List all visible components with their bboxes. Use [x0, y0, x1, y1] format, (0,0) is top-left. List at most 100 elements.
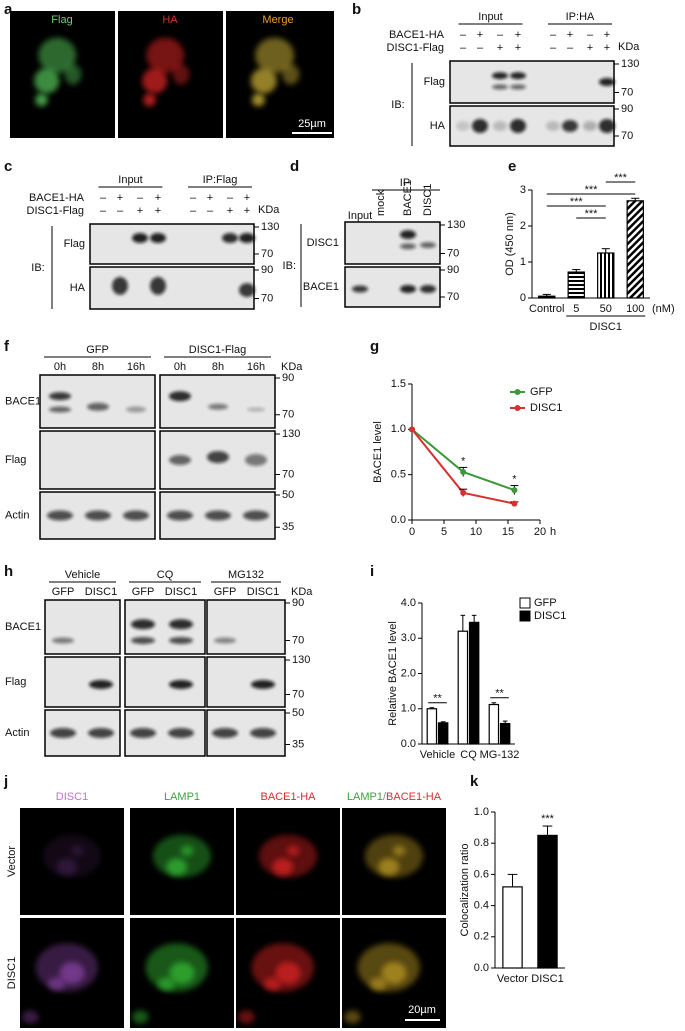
- sign: –: [207, 205, 214, 217]
- cell-signal: [272, 858, 294, 876]
- micrograph: [118, 11, 223, 138]
- sign: –: [497, 29, 504, 41]
- panel-label: g: [370, 338, 379, 355]
- blot-band: [510, 72, 526, 80]
- merge-part: /: [383, 791, 387, 803]
- blot-band: [562, 120, 578, 132]
- y-tick-label: 0: [520, 292, 526, 304]
- cell-signal: [275, 962, 301, 984]
- scale-bar-label: 20µm: [408, 1004, 436, 1016]
- sign: +: [567, 29, 573, 41]
- x-tick-label: 15: [502, 526, 514, 538]
- series-marker: [460, 489, 467, 496]
- group-label: DISC1-Flag: [189, 344, 246, 356]
- blot-band: [167, 510, 193, 521]
- blot-frame: [39, 374, 156, 429]
- row-label: Flag: [424, 76, 445, 88]
- sign: +: [515, 29, 521, 41]
- micrograph: [226, 11, 334, 138]
- sign: –: [477, 42, 484, 54]
- cell-signal: [255, 37, 295, 74]
- blot-frame: [206, 599, 286, 655]
- lane-label: GFP: [214, 586, 237, 598]
- sign: –: [227, 192, 234, 204]
- legend-swatch: [519, 597, 531, 609]
- series-marker: [460, 468, 467, 475]
- lane-label: 0h: [54, 361, 66, 373]
- sign: +: [477, 29, 483, 41]
- lane-label: 8h: [212, 361, 224, 373]
- cell-signal: [251, 93, 265, 107]
- blot-background: [40, 375, 155, 428]
- row-label: Vector: [6, 846, 18, 878]
- marker-label: 130: [621, 58, 639, 70]
- blot-background: [207, 600, 285, 654]
- group-label: IP:Flag: [203, 174, 238, 186]
- blot-band: [420, 285, 436, 293]
- row-label: Flag: [5, 676, 26, 688]
- sign: +: [117, 192, 123, 204]
- sign: –: [190, 205, 197, 217]
- significance-label: ***: [541, 813, 555, 825]
- marker-label: 130: [282, 428, 300, 440]
- row-label: BACE1: [5, 395, 41, 407]
- bar: [537, 834, 558, 969]
- blot-frame: [449, 105, 615, 147]
- blot-frame: [124, 656, 206, 708]
- legend-label: DISC1: [534, 610, 566, 622]
- bar: [499, 722, 511, 745]
- row-label: DISC1: [307, 237, 339, 249]
- panel-label: e: [508, 158, 516, 175]
- row-label: DISC1: [6, 957, 18, 989]
- marker-label: 70: [447, 291, 459, 303]
- condition-label: BACE1-HA: [389, 29, 445, 41]
- x-tick-label: 5: [573, 303, 579, 315]
- marker-label: 70: [261, 248, 273, 260]
- lane-label: 0h: [174, 361, 186, 373]
- condition-label: DISC1-Flag: [27, 205, 84, 217]
- blot-band: [132, 233, 148, 243]
- marker-label: 50: [282, 489, 294, 501]
- blot-frame: [124, 709, 206, 757]
- legend-marker: [514, 405, 521, 411]
- significance-label: ***: [585, 208, 599, 220]
- row-label: Flag: [64, 238, 85, 250]
- significance-label: **: [495, 688, 504, 700]
- cell-signal: [64, 64, 82, 85]
- y-tick-label: 3: [520, 184, 526, 196]
- marker-label: 90: [621, 103, 633, 115]
- blot-band: [239, 283, 255, 298]
- blot-frame: [44, 656, 121, 708]
- x-tick-label: CQ: [460, 749, 477, 761]
- x-tick-label: Vector: [497, 973, 529, 985]
- cell-signal: [146, 37, 185, 74]
- merge-part: LAMP1: [347, 791, 383, 803]
- cell-signal: [22, 1010, 39, 1024]
- blot-band: [546, 121, 560, 131]
- sign: +: [515, 42, 521, 54]
- blot-band: [205, 510, 231, 521]
- sign: +: [227, 205, 233, 217]
- ib-label: IB:: [283, 260, 296, 272]
- blot-background: [90, 224, 254, 264]
- sign: –: [117, 205, 124, 217]
- cell-signal: [143, 93, 156, 107]
- bar: [626, 200, 644, 299]
- lane-label: 8h: [92, 361, 104, 373]
- ib-label: IB:: [391, 99, 404, 111]
- cell-signal: [370, 977, 387, 991]
- blot-band: [250, 728, 276, 738]
- legend-label: GFP: [530, 386, 553, 398]
- sign: +: [604, 29, 610, 41]
- group-label: MG132: [228, 569, 264, 581]
- channel-label: Flag: [51, 14, 72, 26]
- x-tick-label: Control: [529, 303, 564, 315]
- marker-label: 90: [447, 264, 459, 276]
- row-label: HA: [70, 282, 86, 294]
- bar: [426, 708, 438, 745]
- blot-band: [251, 680, 275, 689]
- blot-band: [599, 78, 615, 86]
- sign: +: [137, 205, 143, 217]
- channel-label: Merge: [262, 14, 293, 26]
- blot-band: [123, 510, 149, 521]
